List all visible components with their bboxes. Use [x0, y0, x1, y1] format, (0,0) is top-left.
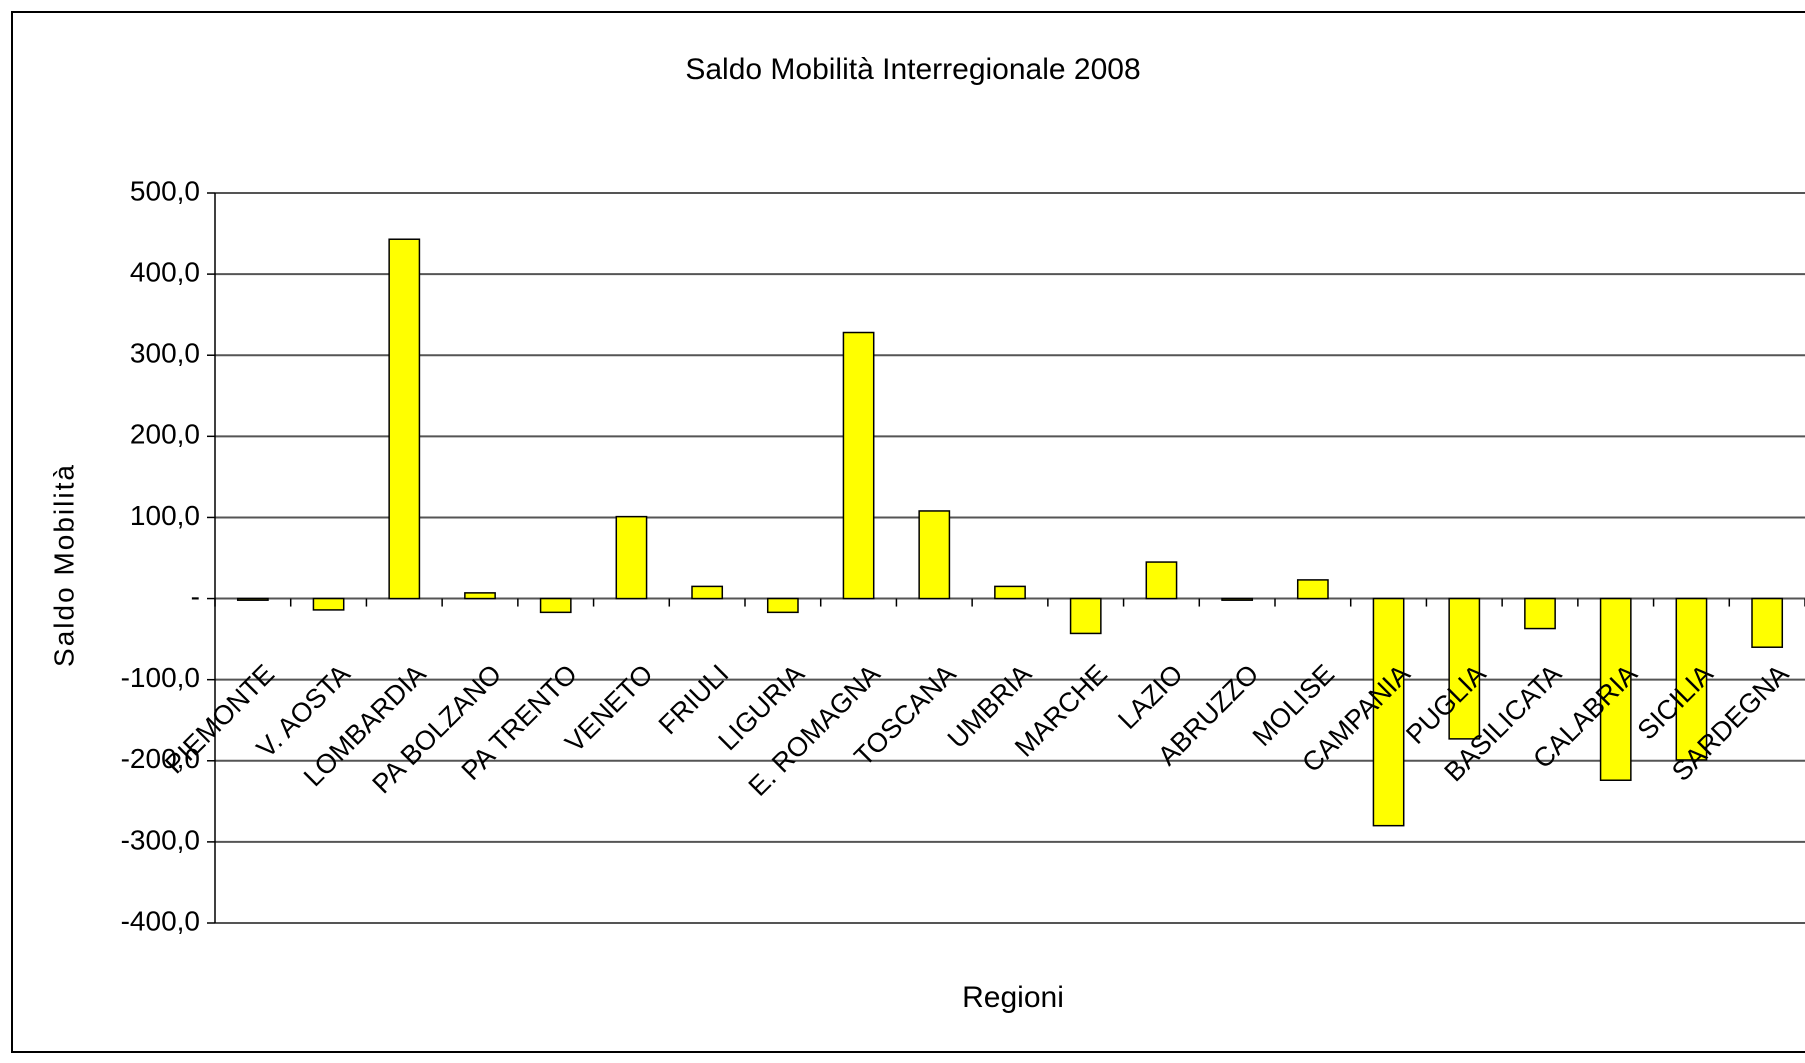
y-axis-label: Saldo Mobilità — [48, 463, 79, 667]
bar — [615, 515, 648, 600]
y-tick-label: 300,0 — [130, 338, 200, 369]
bar — [539, 597, 572, 614]
bar — [1145, 561, 1178, 600]
y-tick-label: 200,0 — [130, 419, 200, 450]
bar — [464, 592, 496, 600]
y-tick-label: -300,0 — [121, 824, 200, 855]
bar — [842, 331, 875, 600]
bar — [918, 510, 951, 600]
x-axis-label: Regioni — [962, 981, 1064, 1014]
y-tick-label: 400,0 — [130, 257, 200, 288]
y-tick-label: -400,0 — [121, 905, 200, 936]
bar — [766, 597, 799, 614]
bar — [236, 597, 269, 601]
y-tick-label: -200,0 — [121, 743, 200, 774]
bar — [994, 585, 1026, 600]
y-tick-label: -100,0 — [121, 662, 200, 693]
bar — [312, 597, 345, 611]
bar — [1221, 597, 1254, 601]
bar — [1751, 597, 1784, 648]
bar — [1524, 597, 1556, 630]
y-tick-label: 500,0 — [130, 175, 200, 206]
bar — [1675, 597, 1708, 761]
bar — [1372, 597, 1405, 827]
chart-frame — [11, 11, 1805, 1053]
bar — [388, 238, 421, 600]
chart-title: Saldo Mobilità Interregionale 2008 — [685, 53, 1140, 86]
bar — [1448, 597, 1481, 740]
bar — [1069, 597, 1102, 635]
y-tick-label: - — [191, 581, 200, 612]
bar — [691, 585, 724, 600]
y-tick-label: 100,0 — [130, 500, 200, 531]
bar — [1296, 579, 1329, 600]
bar — [1599, 597, 1632, 781]
